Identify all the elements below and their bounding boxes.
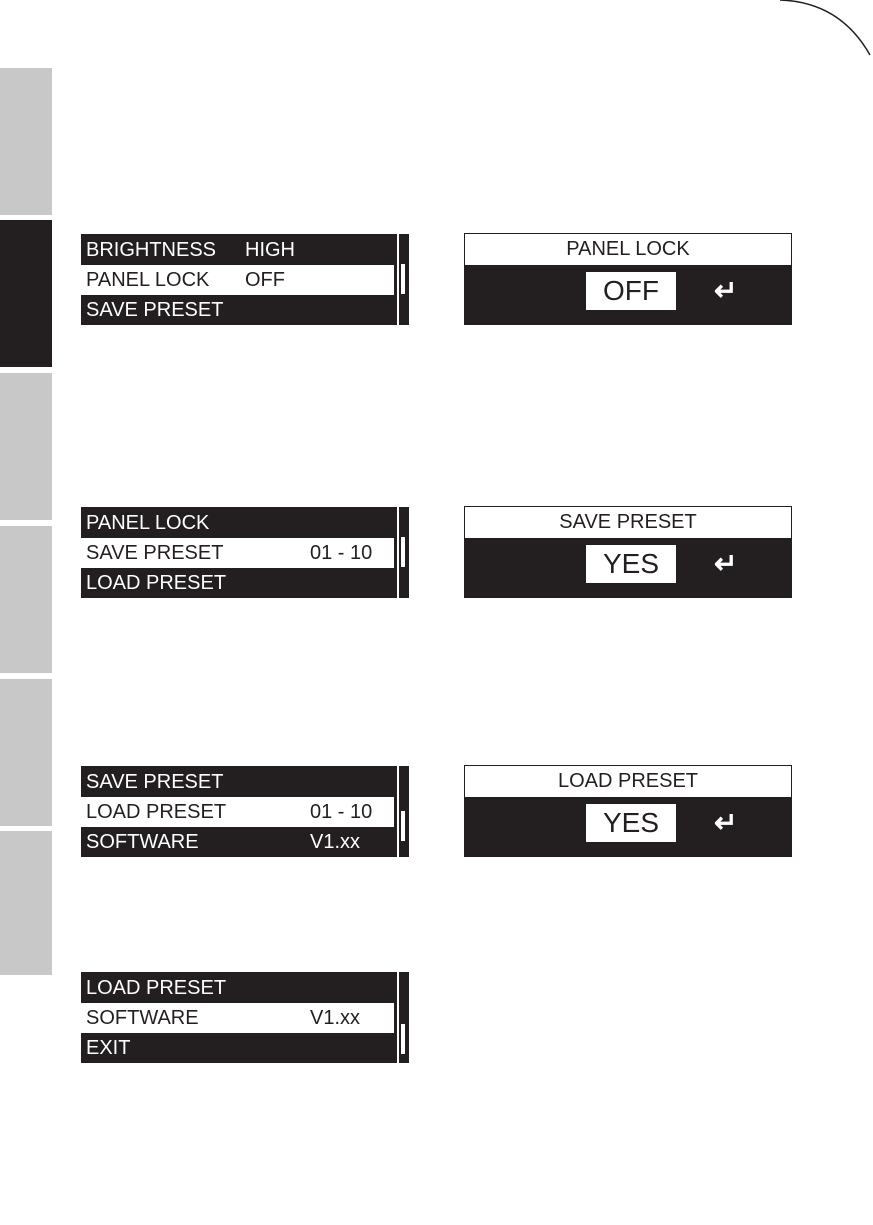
scrollbar-track[interactable]	[397, 507, 399, 598]
dialog-title: SAVE PRESET	[465, 507, 791, 538]
menu-row-label: SAVE PRESET	[86, 299, 224, 321]
lcd-menu: SAVE PRESET LOAD PRESET 01 - 10 SOFTWARE V…	[81, 766, 409, 857]
menu-row[interactable]: EXIT	[81, 1033, 394, 1063]
menu-row-selected[interactable]: PANEL LOCK OFF	[81, 265, 394, 295]
menu-row-label: LOAD PRESET	[86, 977, 227, 999]
lcd-menu: LOAD PRESET SOFTWARE V1.xx EXIT	[81, 972, 409, 1063]
menu-row-label: PANEL LOCK	[86, 269, 210, 291]
menu-row-value: HIGH	[245, 239, 295, 261]
section-tab-4[interactable]	[0, 526, 52, 673]
scrollbar-track[interactable]	[397, 766, 399, 857]
menu-row[interactable]: SAVE PRESET	[81, 295, 394, 325]
enter-icon[interactable]: ↵	[714, 807, 738, 838]
lcd-dialog: SAVE PRESET YES ↵	[464, 506, 792, 598]
menu-row-label: EXIT	[86, 1037, 131, 1059]
menu-row[interactable]: LOAD PRESET	[81, 973, 394, 1003]
scrollbar-thumb[interactable]	[401, 264, 405, 294]
scrollbar-thumb[interactable]	[401, 1024, 405, 1054]
menu-row-label: BRIGHTNESS	[86, 239, 217, 261]
section-tab-5[interactable]	[0, 679, 52, 826]
lcd-menu: PANEL LOCK SAVE PRESET 01 - 10 LOAD PRESE…	[81, 507, 409, 598]
lcd-dialog: LOAD PRESET YES ↵	[464, 765, 792, 857]
menu-row-value: 01 - 10	[310, 542, 373, 564]
dialog-value[interactable]: YES	[586, 804, 676, 842]
lcd-menu: BRIGHTNESS HIGH PANEL LOCK OFF SAVE PRESET	[81, 234, 409, 325]
menu-row-value: OFF	[245, 269, 285, 291]
lcd-dialog: PANEL LOCK OFF ↵	[464, 233, 792, 325]
section-tab-2-active[interactable]	[0, 220, 52, 367]
section-tab-3[interactable]	[0, 373, 52, 520]
menu-row-selected[interactable]: SAVE PRESET 01 - 10	[81, 538, 394, 568]
enter-icon[interactable]: ↵	[714, 275, 738, 306]
menu-row[interactable]: LOAD PRESET	[81, 568, 394, 598]
menu-row[interactable]: SOFTWARE V1.xx	[81, 827, 394, 857]
menu-row[interactable]: SAVE PRESET	[81, 767, 394, 797]
menu-row-value: 01 - 10	[310, 801, 373, 823]
menu-row-label: SOFTWARE	[86, 1007, 199, 1029]
dialog-title: PANEL LOCK	[465, 234, 791, 265]
dialog-title: LOAD PRESET	[465, 766, 791, 797]
scrollbar-thumb[interactable]	[401, 537, 405, 567]
section-tab-1[interactable]	[0, 68, 52, 215]
menu-row[interactable]: BRIGHTNESS HIGH	[81, 235, 394, 265]
menu-row-label: PANEL LOCK	[86, 512, 210, 534]
scrollbar-track[interactable]	[397, 972, 399, 1063]
menu-row-label: LOAD PRESET	[86, 801, 227, 823]
scrollbar-thumb[interactable]	[401, 811, 405, 841]
scrollbar-track[interactable]	[397, 234, 399, 325]
menu-row-value: V1.xx	[310, 831, 361, 853]
dialog-value[interactable]: OFF	[586, 272, 676, 310]
dialog-value[interactable]: YES	[586, 545, 676, 583]
enter-icon[interactable]: ↵	[714, 548, 738, 579]
menu-row-value: V1.xx	[310, 1007, 361, 1029]
menu-row-label: SAVE PRESET	[86, 771, 224, 793]
page-corner-curve	[780, 0, 871, 56]
menu-row-selected[interactable]: LOAD PRESET 01 - 10	[81, 797, 394, 827]
menu-row-label: SOFTWARE	[86, 831, 199, 853]
section-tab-6[interactable]	[0, 831, 52, 975]
menu-row-label: LOAD PRESET	[86, 572, 227, 594]
menu-row-label: SAVE PRESET	[86, 542, 224, 564]
menu-row[interactable]: PANEL LOCK	[81, 508, 394, 538]
menu-row-selected[interactable]: SOFTWARE V1.xx	[81, 1003, 394, 1033]
